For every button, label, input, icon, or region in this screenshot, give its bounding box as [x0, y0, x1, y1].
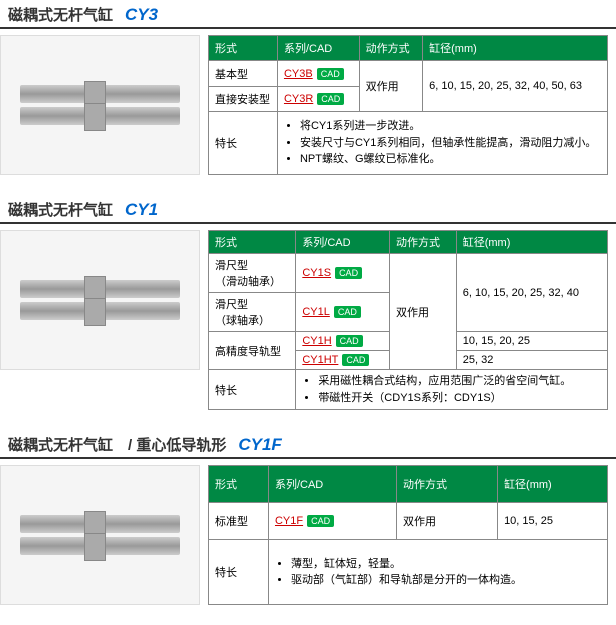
spec-table: 形式系列/CAD动作方式缸径(mm) 标准型 CY1F CAD 双作用 10, 1… — [208, 465, 608, 605]
table-header: 形式 — [209, 466, 269, 503]
series-cell: CY1L CAD — [296, 293, 390, 332]
form-cell: 标准型 — [209, 503, 269, 540]
bore-cell: 6, 10, 15, 20, 25, 32, 40 — [456, 254, 607, 332]
cad-badge[interactable]: CAD — [335, 267, 362, 279]
section-body: 形式系列/CAD动作方式缸径(mm) 基本型 CY3B CAD 双作用 6, 10… — [0, 29, 616, 175]
table-header: 系列/CAD — [268, 466, 396, 503]
action-cell: 双作用 — [359, 61, 422, 112]
spec-table: 形式系列/CAD动作方式缸径(mm) 滑尺型 （滑动轴承） CY1S CAD 双作… — [208, 230, 608, 410]
section-body: 形式系列/CAD动作方式缸径(mm) 滑尺型 （滑动轴承） CY1S CAD 双作… — [0, 224, 616, 410]
section-header: 磁耦式无杆气缸 CY1 — [0, 195, 616, 224]
section-body: 形式系列/CAD动作方式缸径(mm) 标准型 CY1F CAD 双作用 10, 1… — [0, 459, 616, 605]
product-section: 磁耦式无杆气缸 CY3 形式系列/CAD动作方式缸径(mm) 基本型 CY3B CAD… — [0, 0, 616, 175]
spec-table: 形式系列/CAD动作方式缸径(mm) 基本型 CY3B CAD 双作用 6, 10… — [208, 35, 608, 175]
cad-badge[interactable]: CAD — [342, 354, 369, 366]
section-header: 磁耦式无杆气缸 / 重心低导轨形 CY1F — [0, 430, 616, 459]
feature-item: 安装尺寸与CY1系列相同，但轴承性能提高，滑动阻力减小。 — [300, 135, 601, 152]
bore-cell: 25, 32 — [456, 351, 607, 370]
series-cell: CY3B CAD — [277, 61, 359, 86]
form-cell: 滑尺型 （球轴承） — [209, 293, 296, 332]
form-cell: 基本型 — [209, 61, 278, 86]
form-cell: 高精度导轨型 — [209, 332, 296, 370]
cad-badge[interactable]: CAD — [317, 68, 344, 80]
feature-item: 带磁性开关（CDY1S系列：CDY1S） — [318, 390, 601, 407]
action-cell: 双作用 — [390, 254, 457, 370]
bore-cell: 10, 15, 20, 25 — [456, 332, 607, 351]
series-cell: CY3R CAD — [277, 86, 359, 111]
product-section: 磁耦式无杆气缸 CY1 形式系列/CAD动作方式缸径(mm) 滑尺型 （滑动轴承） … — [0, 195, 616, 410]
cad-badge[interactable]: CAD — [317, 93, 344, 105]
section-title-cn: 磁耦式无杆气缸 — [8, 199, 113, 220]
table-header: 动作方式 — [396, 466, 497, 503]
feature-item: NPT螺纹、G螺纹已标准化。 — [300, 151, 601, 168]
section-title-code: CY1F — [238, 435, 281, 455]
series-cell: CY1H CAD — [296, 332, 390, 351]
feature-label: 特长 — [209, 540, 269, 605]
form-cell: 直接安装型 — [209, 86, 278, 111]
cad-badge[interactable]: CAD — [334, 306, 361, 318]
table-header: 缸径(mm) — [423, 36, 608, 61]
series-link[interactable]: CY1L — [302, 306, 330, 318]
product-image — [0, 465, 200, 605]
table-header: 缸径(mm) — [456, 231, 607, 254]
section-title-cn: 磁耦式无杆气缸 / 重心低导轨形 — [8, 434, 226, 455]
table-header: 形式 — [209, 36, 278, 61]
feature-item: 薄型，缸体短，轻量。 — [291, 556, 601, 573]
feature-label: 特长 — [209, 112, 278, 175]
product-image — [0, 35, 200, 175]
feature-cell: 采用磁性耦合式结构，应用范围广泛的省空间气缸。带磁性开关（CDY1S系列：CDY… — [296, 370, 608, 410]
feature-label: 特长 — [209, 370, 296, 410]
series-cell: CY1S CAD — [296, 254, 390, 293]
series-link[interactable]: CY1F — [275, 515, 303, 527]
series-link[interactable]: CY3B — [284, 68, 313, 80]
bore-cell: 10, 15, 25 — [498, 503, 608, 540]
product-section: 磁耦式无杆气缸 / 重心低导轨形CY1F形式系列/CAD动作方式缸径(mm) 标… — [0, 430, 616, 605]
series-cell: CY1F CAD — [268, 503, 396, 540]
action-cell: 双作用 — [396, 503, 497, 540]
table-header: 动作方式 — [390, 231, 457, 254]
section-title-cn: 磁耦式无杆气缸 — [8, 4, 113, 25]
table-header: 系列/CAD — [277, 36, 359, 61]
cad-badge[interactable]: CAD — [336, 335, 363, 347]
feature-item: 将CY1系列进一步改进。 — [300, 118, 601, 135]
bore-cell: 6, 10, 15, 20, 25, 32, 40, 50, 63 — [423, 61, 608, 112]
series-link[interactable]: CY3R — [284, 93, 313, 105]
feature-cell: 将CY1系列进一步改进。安装尺寸与CY1系列相同，但轴承性能提高，滑动阻力减小。… — [277, 112, 607, 175]
feature-cell: 薄型，缸体短，轻量。驱动部（气缸部）和导轨部是分开的一体构造。 — [268, 540, 607, 605]
section-header: 磁耦式无杆气缸 CY3 — [0, 0, 616, 29]
table-header: 系列/CAD — [296, 231, 390, 254]
form-cell: 滑尺型 （滑动轴承） — [209, 254, 296, 293]
series-link[interactable]: CY1HT — [302, 354, 338, 366]
section-title-code: CY3 — [125, 5, 158, 25]
section-title-code: CY1 — [125, 200, 158, 220]
series-link[interactable]: CY1H — [302, 335, 331, 347]
feature-item: 驱动部（气缸部）和导轨部是分开的一体构造。 — [291, 572, 601, 589]
table-header: 动作方式 — [359, 36, 422, 61]
cad-badge[interactable]: CAD — [307, 515, 334, 527]
product-image — [0, 230, 200, 370]
series-link[interactable]: CY1S — [302, 267, 331, 279]
table-header: 缸径(mm) — [498, 466, 608, 503]
series-cell: CY1HT CAD — [296, 351, 390, 370]
table-header: 形式 — [209, 231, 296, 254]
feature-item: 采用磁性耦合式结构，应用范围广泛的省空间气缸。 — [318, 373, 601, 390]
